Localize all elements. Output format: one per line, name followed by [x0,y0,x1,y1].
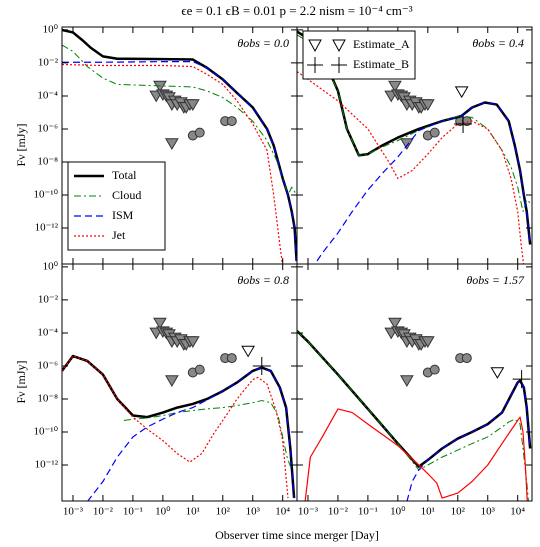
upper-limit-point [400,375,414,387]
upper-limit-point [185,336,200,348]
plot-area [62,28,297,264]
legend: Total Cloud ISM Jet [67,161,166,251]
panel: 10⁻³ 10⁻² 10⁻¹ 10⁰ 10¹ 10² 10³ 10⁴ 10⁰ 10⁻² 10⁻⁴ 10… [33,260,298,518]
legend-label: Estimate_B [353,57,409,71]
panel: 10⁰ 10⁻² 10⁻⁴ 10⁻⁶ 10⁻⁸ 10⁻¹⁰ 10⁻¹² θobs = 0.0 T… [33,23,298,265]
x-tick-label: 10² [216,506,231,518]
y-tick-label: 10⁻² [38,293,59,305]
x-tick-label: 10¹ [186,506,200,518]
legend-box [302,30,416,80]
series-line [297,71,525,264]
upper-limit-point [388,80,402,93]
figure-title: ϵe = 0.1 ϵB = 0.01 p = 2.2 nism = 10⁻⁴ c… [181,3,412,18]
estimate-marker [252,356,271,375]
detection-point [429,127,440,138]
estimate-marker [241,345,255,358]
y-tick-label: 10⁻⁴ [37,326,58,338]
upper-limit-point [165,375,179,387]
legend-symbol [307,57,323,73]
x-tick-label: 10⁻² [328,506,349,518]
panel-annotation: θobs = 0.4 [472,36,524,50]
detection-point [194,364,205,375]
panel: 10⁻³ 10⁻² 10⁻¹ 10⁰ 10¹ 10² 10³ 10⁴ θobs = 1.57 [296,263,533,518]
y-tick-label: 10⁻⁸ [37,156,58,168]
legend-symbol [331,57,347,73]
estimate-marker [490,367,505,379]
x-tick-label: 10³ [246,506,261,518]
x-tick-label: 10⁻³ [298,506,319,518]
legend-label: ISM [112,208,134,222]
panel: θobs = 0.4 Estimate_A Estimate_B [296,26,533,265]
legend-label: Estimate_A [353,37,410,51]
legend: Estimate_A Estimate_B [302,30,416,80]
y-tick-label: 10⁻⁶ [37,122,58,134]
x-tick-label: 10⁻¹ [123,506,143,518]
series-line [406,379,531,501]
legend-symbol [332,39,346,53]
upper-limit-point [388,317,402,330]
series-line [297,330,529,501]
upper-limit-point [165,138,179,150]
x-tick-label: 10⁰ [390,506,406,518]
x-tick-label: 10⁴ [275,506,290,518]
detection-point [429,364,440,375]
x-axis-label: Observer time since merger [Day] [215,528,379,542]
y-axis-label: Fν [mJy] [14,123,28,166]
x-tick-label: 10³ [481,506,496,518]
detection-point [194,127,205,138]
y-tick-label: 10⁰ [43,260,59,272]
legend-label: Total [112,168,137,182]
y-tick-label: 10⁻⁶ [37,359,58,371]
series-line [62,354,296,499]
upper-limit-point [400,138,414,150]
legend-label: Jet [112,228,126,242]
x-tick-label: 10² [451,506,466,518]
panel-annotation: θobs = 0.8 [237,273,289,287]
plot-area [297,317,532,501]
y-tick-label: 10⁻¹² [35,459,59,471]
series-line [87,366,295,501]
y-tick-label: 10⁻⁴ [37,89,58,101]
x-tick-label: 10⁻¹ [358,506,378,518]
plot-area [297,30,532,264]
y-tick-label: 10⁻¹² [35,222,59,234]
plot-area [62,317,296,501]
series-line [297,34,532,212]
upper-limit-point [185,99,200,111]
detection-point [461,353,472,364]
x-tick-label: 10¹ [421,506,435,518]
x-tick-label: 10⁴ [510,506,525,518]
upper-limit-point [420,99,435,111]
y-tick-label: 10⁻⁸ [37,393,58,405]
x-tick-label: 10⁻³ [63,506,84,518]
legend-symbol [308,39,322,53]
upper-limit-point [153,317,167,330]
series-line [304,408,528,501]
y-tick-label: 10⁰ [43,23,59,35]
y-axis-label: Fν [mJy] [14,360,28,403]
x-tick-label: 10⁻² [93,506,114,518]
series-line [297,330,532,468]
estimate-marker [512,370,531,389]
legend-label: Cloud [112,188,141,202]
detection-point [226,353,237,364]
panel-annotation: θobs = 1.57 [466,273,525,287]
estimate-marker [454,114,473,133]
x-tick-label: 10⁰ [155,506,171,518]
detection-point [226,116,237,127]
y-tick-label: 10⁻² [38,56,59,68]
panel-annotation: θobs = 0.0 [237,36,289,50]
series-line [62,63,284,264]
upper-limit-point [420,336,435,348]
series-line [62,61,297,262]
estimate-marker [454,86,469,99]
panel-frame [296,263,533,502]
y-tick-label: 10⁻¹⁰ [33,426,58,438]
series-line [316,101,531,262]
y-tick-label: 10⁻¹⁰ [33,189,58,201]
panel-frame [61,263,298,502]
series-line [123,400,293,471]
